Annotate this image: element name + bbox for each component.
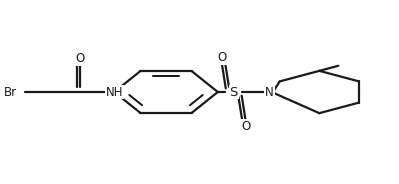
Text: NH: NH (105, 86, 123, 98)
Text: S: S (229, 86, 238, 98)
Text: Br: Br (4, 86, 17, 98)
Text: O: O (241, 120, 250, 132)
Text: O: O (76, 52, 85, 65)
Text: N: N (265, 86, 274, 98)
Text: O: O (217, 52, 226, 64)
